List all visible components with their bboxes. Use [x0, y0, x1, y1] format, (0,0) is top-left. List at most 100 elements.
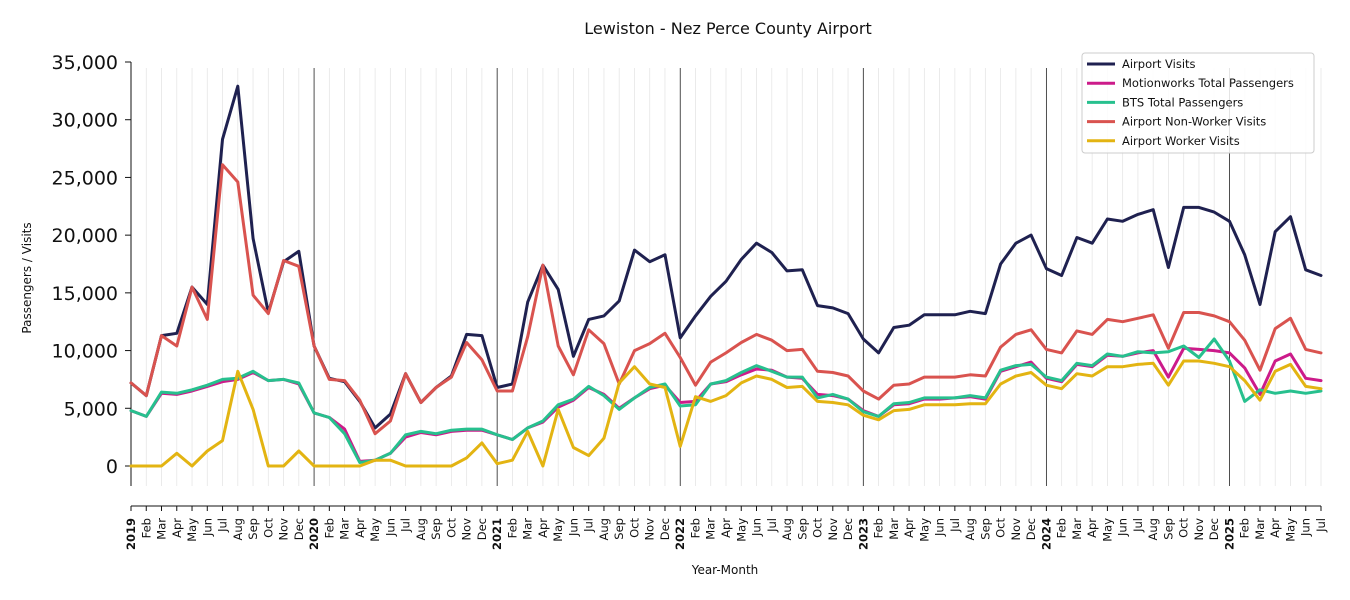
x-tick-month-label: Oct [261, 518, 275, 538]
legend-box [1081, 52, 1315, 154]
x-tick-month-label: Jul [1314, 518, 1328, 533]
x-tick-month-label: Nov [277, 518, 291, 541]
x-tick-month-label: Nov [1009, 518, 1023, 541]
series-line-airport-worker-visits [129, 359, 1323, 468]
legend-label: Motionworks Total Passengers [1122, 76, 1294, 90]
x-tick-month-label: Nov [460, 518, 474, 541]
x-tick-month-label: Apr [170, 518, 184, 538]
x-tick-month-label: Dec [475, 518, 489, 540]
x-tick-year-label: 2020 [307, 518, 321, 550]
x-tick-month-label: Jul [948, 518, 962, 533]
x-tick-month-label: Dec [841, 518, 855, 540]
x-tick-month-label: Aug [231, 518, 245, 540]
x-tick-month-label: Jun [933, 518, 947, 537]
x-tick-month-label: Feb [322, 518, 336, 538]
x-tick-month-label: Jun [383, 518, 397, 537]
x-tick-month-label: Jul [1131, 518, 1145, 533]
x-tick-month-label: May [185, 518, 199, 542]
y-tick-label: 30,000 [52, 110, 118, 132]
x-tick-year-label: 2025 [1222, 518, 1236, 550]
x-tick-month-label: Aug [1146, 518, 1160, 540]
y-tick-label: 5,000 [64, 398, 118, 420]
x-tick-month-label: Mar [704, 518, 718, 540]
x-tick-month-label: Feb [139, 518, 153, 538]
x-axis: 2019 Feb Mar Apr May Jun Jul Aug Sep Oct Nov Dec 202… [124, 505, 1328, 550]
x-tick-month-label: Oct [1177, 518, 1191, 538]
x-tick-month-label: Sep [429, 518, 443, 540]
x-tick-year-label: 2023 [856, 518, 870, 550]
x-tick-month-label: Feb [872, 518, 886, 538]
x-tick-month-label: Sep [246, 518, 260, 540]
y-axis: 0 5,000 10,000 15,000 20,000 25,000 30,000 35,0… [52, 52, 132, 486]
x-tick-month-label: Jul [582, 518, 596, 533]
x-tick-month-label: Feb [1238, 518, 1252, 538]
x-tick-month-label: Mar [338, 518, 352, 540]
x-tick-month-label: Aug [780, 518, 794, 540]
x-tick-month-label: Jul [399, 518, 413, 533]
x-tick-month-label: Apr [536, 518, 550, 538]
x-tick-month-label: Sep [612, 518, 626, 540]
x-tick-month-label: Apr [719, 518, 733, 538]
x-tick-month-label: Mar [1070, 518, 1084, 540]
x-tick-month-label: Nov [826, 518, 840, 541]
x-tick-month-label: Feb [1055, 518, 1069, 538]
x-tick-month-label: Apr [1268, 518, 1282, 538]
x-tick-month-label: Aug [414, 518, 428, 540]
legend-label: Airport Visits [1122, 57, 1196, 71]
y-tick-label: 35,000 [52, 52, 118, 74]
x-tick-month-label: Feb [505, 518, 519, 538]
x-tick-month-label: Mar [155, 518, 169, 540]
x-tick-month-label: Sep [795, 518, 809, 540]
x-tick-month-label: Jun [750, 518, 764, 537]
series-line-airport-non-worker-visits [129, 163, 1323, 436]
x-tick-month-label: Aug [963, 518, 977, 540]
x-tick-month-label: Jul [216, 518, 230, 533]
x-tick-month-label: Jun [1299, 518, 1313, 537]
x-tick-month-label: Jun [200, 518, 214, 537]
x-axis-label: Year-Month [691, 563, 759, 577]
y-tick-label: 0 [106, 456, 118, 478]
x-tick-month-label: May [1283, 518, 1297, 542]
x-tick-year-label: 2024 [1039, 518, 1053, 550]
x-tick-year-label: 2019 [124, 518, 138, 550]
x-tick-month-label: Oct [444, 518, 458, 538]
y-tick-label: 15,000 [52, 283, 118, 305]
x-tick-month-label: May [551, 518, 565, 542]
x-tick-month-label: Dec [292, 518, 306, 540]
x-tick-month-label: Oct [627, 518, 641, 538]
x-tick-month-label: Jul [765, 518, 779, 533]
legend: Airport Visits Motionworks Total Passenge… [1081, 52, 1315, 154]
x-tick-month-label: Sep [978, 518, 992, 540]
x-tick-month-label: Mar [521, 518, 535, 540]
x-tick-month-label: Apr [1085, 518, 1099, 538]
x-tick-month-label: Feb [688, 518, 702, 538]
x-tick-month-label: Dec [1024, 518, 1038, 540]
x-tick-month-label: Dec [658, 518, 672, 540]
x-tick-month-label: Apr [902, 518, 916, 538]
x-tick-month-label: May [368, 518, 382, 542]
series-line-bts-total-passengers [129, 337, 1323, 464]
x-tick-month-label: Jun [1116, 518, 1130, 537]
x-tick-month-label: Mar [887, 518, 901, 540]
series-lines [129, 84, 1323, 468]
x-tick-month-label: May [1100, 518, 1114, 542]
y-tick-label: 10,000 [52, 341, 118, 363]
x-tick-month-label: Oct [994, 518, 1008, 538]
y-tick-label: 20,000 [52, 225, 118, 247]
legend-label: BTS Total Passengers [1122, 95, 1243, 109]
x-tick-month-label: Oct [811, 518, 825, 538]
x-tick-year-label: 2022 [673, 518, 687, 550]
x-tick-month-label: Apr [353, 518, 367, 538]
legend-label: Airport Worker Visits [1122, 134, 1240, 148]
x-tick-month-label: May [734, 518, 748, 542]
y-axis-label: Passengers / Visits [20, 222, 34, 333]
legend-label: Airport Non-Worker Visits [1122, 115, 1266, 129]
x-tick-month-label: Mar [1253, 518, 1267, 540]
x-tick-month-label: Nov [643, 518, 657, 541]
x-tick-month-label: Jun [566, 518, 580, 537]
x-tick-month-label: Dec [1207, 518, 1221, 540]
x-tick-month-label: Nov [1192, 518, 1206, 541]
x-tick-month-label: Aug [597, 518, 611, 540]
x-tick-year-label: 2021 [490, 518, 504, 550]
